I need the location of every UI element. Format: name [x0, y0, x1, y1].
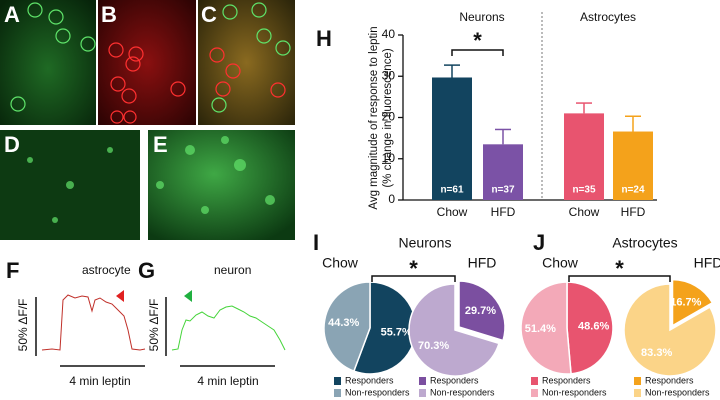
chart-title: Neurons — [399, 235, 452, 251]
scale-x-label: 4 min leptin — [197, 374, 258, 388]
legend-label: Responders — [430, 375, 479, 385]
slice-label: 55.7% — [381, 327, 412, 339]
image-b — [98, 0, 196, 125]
significance-star: * — [615, 256, 624, 281]
legend-label: Responders — [345, 375, 394, 385]
pie-slice — [520, 281, 572, 375]
n-label: n=37 — [491, 185, 515, 196]
slice-label: 83.3% — [641, 347, 672, 359]
x-tick-label: Chow — [569, 205, 600, 219]
legend-swatch — [634, 389, 641, 397]
roi-circles — [10, 2, 291, 113]
pie-name: Chow — [322, 255, 359, 271]
panel-label: E — [153, 132, 168, 157]
scale-x-label: 4 min leptin — [69, 374, 130, 388]
significance-star: * — [473, 28, 482, 53]
panel-label: I — [313, 230, 319, 255]
image-c — [198, 0, 295, 125]
image-e — [148, 130, 295, 240]
x-tick-label: HFD — [491, 205, 516, 219]
arrow-red — [102, 290, 124, 302]
arrow-green — [170, 290, 192, 302]
y-tick-label: 40 — [382, 27, 396, 41]
roi-circles-red — [108, 42, 286, 124]
legend-swatch — [334, 377, 341, 385]
legend-label: Responders — [542, 375, 591, 385]
slice-label: 48.6% — [578, 321, 609, 333]
pie-slice — [566, 281, 614, 375]
legend-swatch — [419, 389, 426, 397]
legend-swatch — [531, 389, 538, 397]
n-label: n=24 — [621, 185, 645, 196]
bar — [432, 77, 472, 200]
panel-label: A — [4, 2, 20, 27]
pie-name: HFD — [468, 255, 497, 271]
trace-label: astrocyte — [82, 263, 131, 277]
significance-bracket — [371, 275, 456, 282]
legend-label: Responders — [645, 375, 694, 385]
panel-label: B — [101, 2, 117, 27]
trace-neuron — [171, 305, 286, 351]
n-label: n=35 — [572, 185, 596, 196]
y-axis-label: Avg magnitude of response to leptin — [368, 26, 380, 209]
pie-slice — [623, 283, 717, 377]
pie-slice — [323, 281, 371, 373]
n-label: n=61 — [440, 185, 464, 196]
group-label: Astrocytes — [580, 10, 636, 24]
y-tick-label: 0 — [388, 192, 395, 206]
trace-label: neuron — [214, 263, 251, 277]
group-label: Neurons — [459, 10, 504, 24]
slice-label: 51.4% — [525, 323, 556, 335]
significance-bracket — [568, 275, 671, 282]
legend-swatch — [634, 377, 641, 385]
legend-label: Non-responders — [430, 387, 495, 397]
legend-label: Non-responders — [542, 387, 607, 397]
trace-astrocyte — [41, 294, 146, 351]
cells — [27, 136, 275, 223]
significance-star: * — [409, 256, 418, 281]
chart-title: Astrocytes — [612, 235, 677, 251]
slice-label: 70.3% — [418, 340, 449, 352]
pie-slice — [408, 283, 500, 377]
y-tick-label: 30 — [382, 68, 396, 82]
y-axis-label: (% change in fluorescence) — [382, 48, 394, 188]
legend-swatch — [419, 377, 426, 385]
pie-slice — [458, 280, 506, 342]
panel-label: F — [6, 258, 19, 283]
scale-y-label: 50% ΔF/F — [16, 299, 30, 352]
panel-label: G — [138, 258, 155, 283]
panel-label: D — [4, 132, 20, 157]
bar — [564, 113, 604, 200]
pie-name: Chow — [542, 255, 579, 271]
legend-swatch — [531, 377, 538, 385]
micrographs — [0, 0, 295, 240]
pie-slice — [671, 278, 714, 327]
bar — [613, 131, 653, 200]
panel-label: J — [533, 230, 545, 255]
y-tick-label: 20 — [382, 110, 396, 124]
legend-label: Non-responders — [345, 387, 410, 397]
traces: astrocyte neuron 50% ΔF/F 50% ΔF/F 4 min… — [16, 263, 286, 388]
slice-label: 44.3% — [328, 317, 359, 329]
slice-label: 16.7% — [670, 296, 701, 308]
pie-name: HFD — [694, 255, 720, 271]
scale-y-label: 50% ΔF/F — [147, 299, 161, 352]
legend-label: Non-responders — [645, 387, 710, 397]
significance-bracket — [451, 49, 504, 56]
bar — [483, 144, 523, 200]
slice-label: 29.7% — [465, 305, 496, 317]
y-tick-label: 10 — [382, 151, 396, 165]
panel-label: H — [316, 26, 332, 51]
image-a — [0, 0, 96, 125]
legend-swatch — [334, 389, 341, 397]
x-tick-label: Chow — [437, 205, 468, 219]
x-tick-label: HFD — [621, 205, 646, 219]
panel-label: C — [201, 2, 217, 27]
